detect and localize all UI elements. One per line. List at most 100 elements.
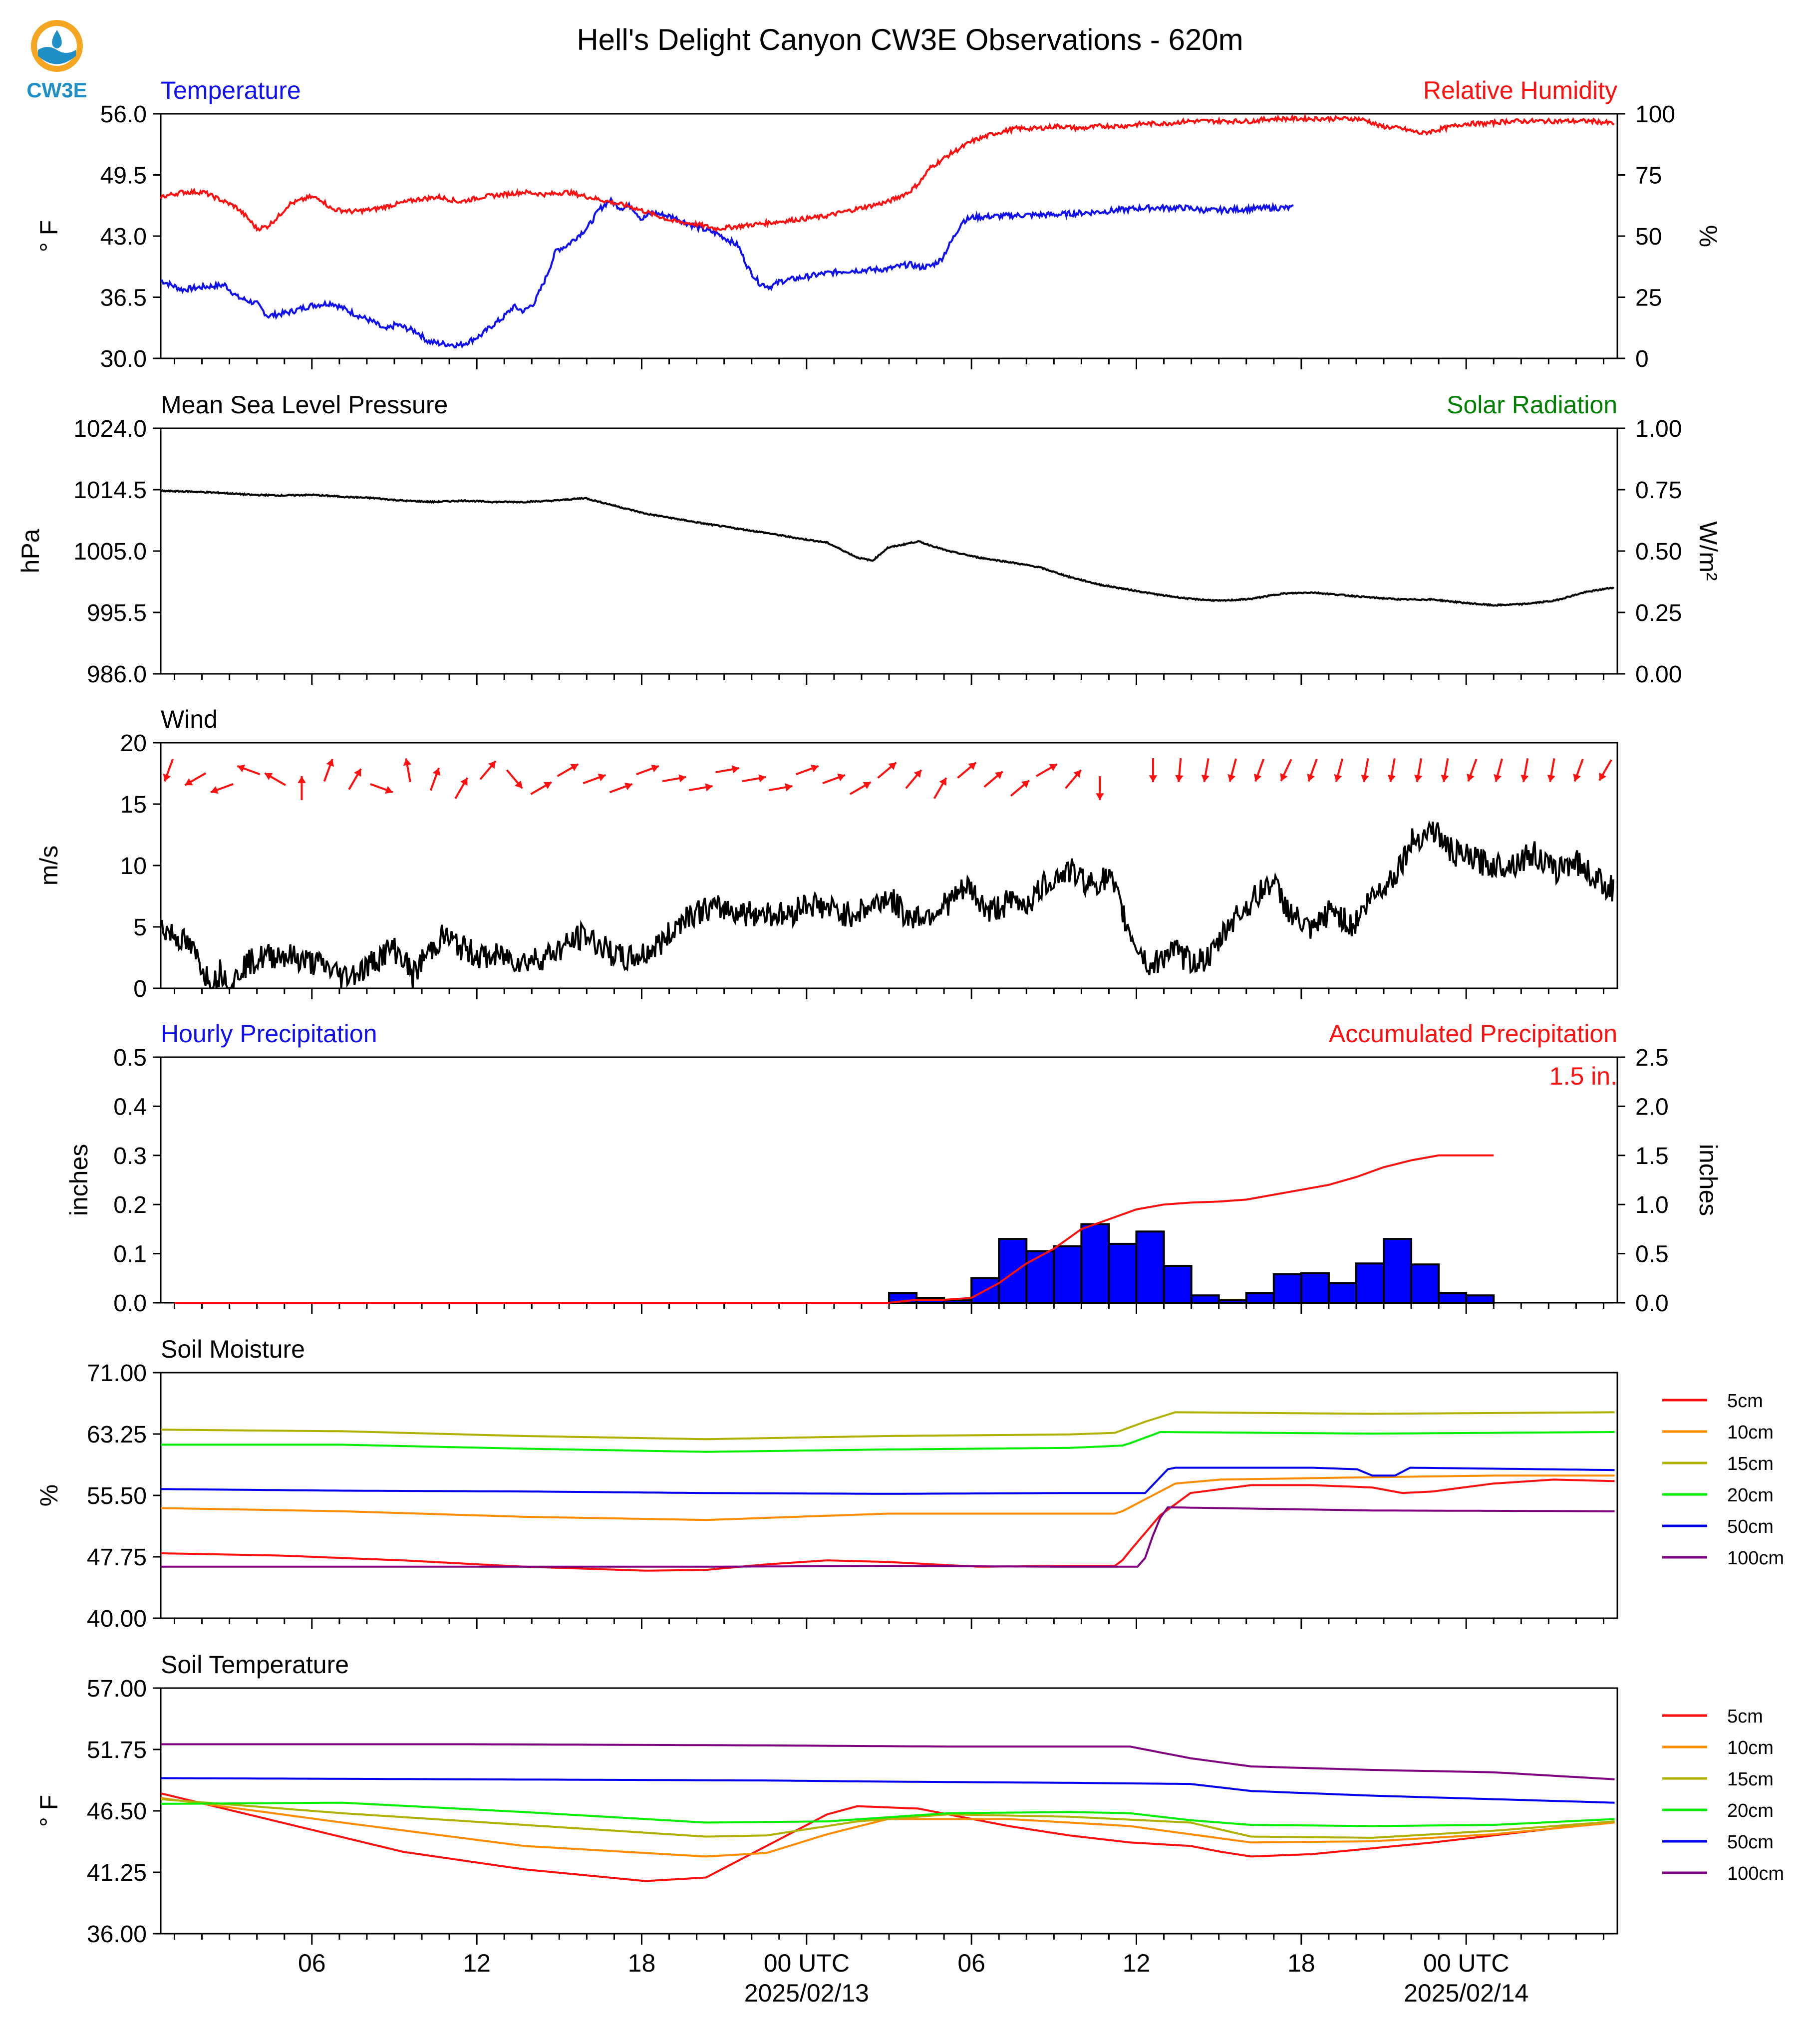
y-tick-label: 0	[133, 976, 147, 1002]
wind-arrow-head	[1253, 773, 1262, 782]
y-tick-label: 0.2	[113, 1192, 147, 1218]
wind-arrow-head	[785, 783, 793, 792]
x-tick-label: 00 UTC	[764, 1949, 850, 1977]
y-tick-label: 43.0	[100, 224, 147, 250]
y-tick-label: 0.5	[113, 1045, 147, 1071]
precip-bar	[1438, 1292, 1468, 1304]
x-tick-label: 06	[957, 1949, 985, 1977]
accumulated-line	[174, 1154, 1494, 1304]
logo-text: CW3E	[26, 78, 87, 102]
wind-arrow-head	[913, 770, 921, 778]
y-tick-label: 36.5	[100, 285, 147, 311]
series-line-50cm	[160, 1466, 1615, 1495]
wind-arrow-head	[403, 758, 412, 766]
panel-left-title: Wind	[161, 705, 218, 733]
wind-arrow-head	[1547, 774, 1555, 782]
precip-bar	[1245, 1292, 1275, 1304]
wind-arrow-head	[185, 778, 193, 786]
wind-arrow-head	[570, 764, 579, 771]
y-axis-label: m/s	[35, 846, 63, 886]
wind-arrow-head	[265, 773, 273, 780]
y2-tick-label: 0.25	[1635, 600, 1682, 626]
series-line-20cm	[161, 1431, 1615, 1453]
precip-bar	[1383, 1238, 1413, 1304]
y-tick-label: 47.75	[87, 1544, 147, 1571]
y-tick-label: 0.0	[113, 1290, 147, 1317]
y-tick-label: 49.5	[100, 163, 147, 189]
y2-tick-label: 1.0	[1635, 1192, 1669, 1218]
accumulated-annotation: 1.5 in.	[1549, 1062, 1617, 1090]
y-tick-label: 1024.0	[73, 416, 147, 442]
legend-label: 20cm	[1727, 1800, 1774, 1821]
wind-arrow-head	[163, 773, 171, 782]
precip-bar	[1135, 1230, 1165, 1304]
y-tick-label: 51.75	[87, 1737, 147, 1763]
wind-arrow-head	[1520, 774, 1529, 782]
precip-bar	[1465, 1294, 1495, 1304]
y2-tick-label: 2.5	[1635, 1045, 1669, 1071]
wind-arrow-head	[1573, 773, 1581, 782]
y-tick-label: 63.25	[87, 1422, 147, 1448]
panel-left-title: Mean Sea Level Pressure	[161, 391, 448, 419]
series-line-5cm	[160, 1478, 1615, 1572]
legend-label: 50cm	[1727, 1516, 1774, 1537]
y-axis-label: ° F	[35, 1795, 63, 1827]
series-line-10cm	[160, 1474, 1615, 1521]
wind-arrow-head	[1599, 772, 1606, 781]
y-tick-label: 71.00	[87, 1360, 147, 1387]
wind-arrow-head	[1175, 775, 1184, 782]
wind-arrow-head	[1149, 775, 1158, 782]
y-axis-label: %	[35, 1484, 63, 1506]
panel-left-title: Hourly Precipitation	[161, 1020, 377, 1048]
x-date-label: 2025/02/14	[1404, 1979, 1528, 2007]
wind-arrow-head	[705, 783, 713, 792]
x-tick-label: 06	[298, 1949, 326, 1977]
wind-arrow-head	[1096, 793, 1104, 800]
wind-arrow-head	[543, 782, 552, 789]
wind-arrow-head	[1494, 774, 1502, 782]
panel-soil_moisture: Soil Moisture 71.00 63.25 55.50 47.75 40.00% 5…	[35, 1335, 1784, 1632]
precip-bar	[1410, 1263, 1440, 1304]
wind-arrow-head	[994, 771, 1003, 779]
y-tick-label: 20	[120, 730, 147, 757]
wind-arrow-head	[1049, 764, 1057, 771]
precip-bar	[1163, 1265, 1193, 1304]
y-tick-label: 40.00	[87, 1606, 147, 1632]
legend-label: 15cm	[1727, 1453, 1774, 1474]
wind-arrow-head	[810, 764, 819, 773]
panels: Temperature Relative Humidity 56.0 49.5 43.0…	[16, 76, 1784, 1948]
y2-tick-label: 75	[1635, 163, 1662, 189]
wind-arrow-head	[515, 780, 523, 789]
wind-arrow-head	[1414, 774, 1423, 782]
y2-tick-label: 0.0	[1635, 1290, 1669, 1317]
wind-arrow-head	[1280, 773, 1288, 781]
wind-arrow-head	[1387, 774, 1396, 782]
precip-bar	[1272, 1273, 1302, 1304]
x-tick-label: 18	[1287, 1949, 1315, 1977]
series-line-20cm	[160, 1801, 1615, 1827]
legend-label: 5cm	[1727, 1706, 1763, 1727]
y2-tick-label: 0.75	[1635, 477, 1682, 504]
cw3e-logo: CW3E	[26, 20, 87, 102]
y-tick-label: 5	[133, 914, 147, 941]
wind-arrow-head	[237, 764, 246, 773]
y2-tick-label: 1.5	[1635, 1143, 1669, 1169]
y-tick-label: 10	[120, 853, 147, 879]
series-line-100cm	[161, 1506, 1615, 1568]
legend-label: 5cm	[1727, 1391, 1763, 1412]
x-date-label: 2025/02/13	[744, 1979, 869, 2007]
wind-arrow-head	[432, 768, 441, 776]
wind-arrow-head	[968, 762, 976, 770]
precip-bar	[998, 1238, 1028, 1304]
series-line-50cm	[160, 1777, 1615, 1804]
y-tick-label: 41.25	[87, 1860, 147, 1886]
legend-label: 10cm	[1727, 1422, 1774, 1443]
y-tick-label: 0.1	[113, 1241, 147, 1268]
precip-bar	[1025, 1250, 1055, 1304]
precip-bar	[943, 1299, 973, 1304]
wind-arrow-head	[888, 762, 897, 770]
y-tick-label: 57.00	[87, 1676, 147, 1702]
y2-tick-label: 0.50	[1635, 539, 1682, 565]
